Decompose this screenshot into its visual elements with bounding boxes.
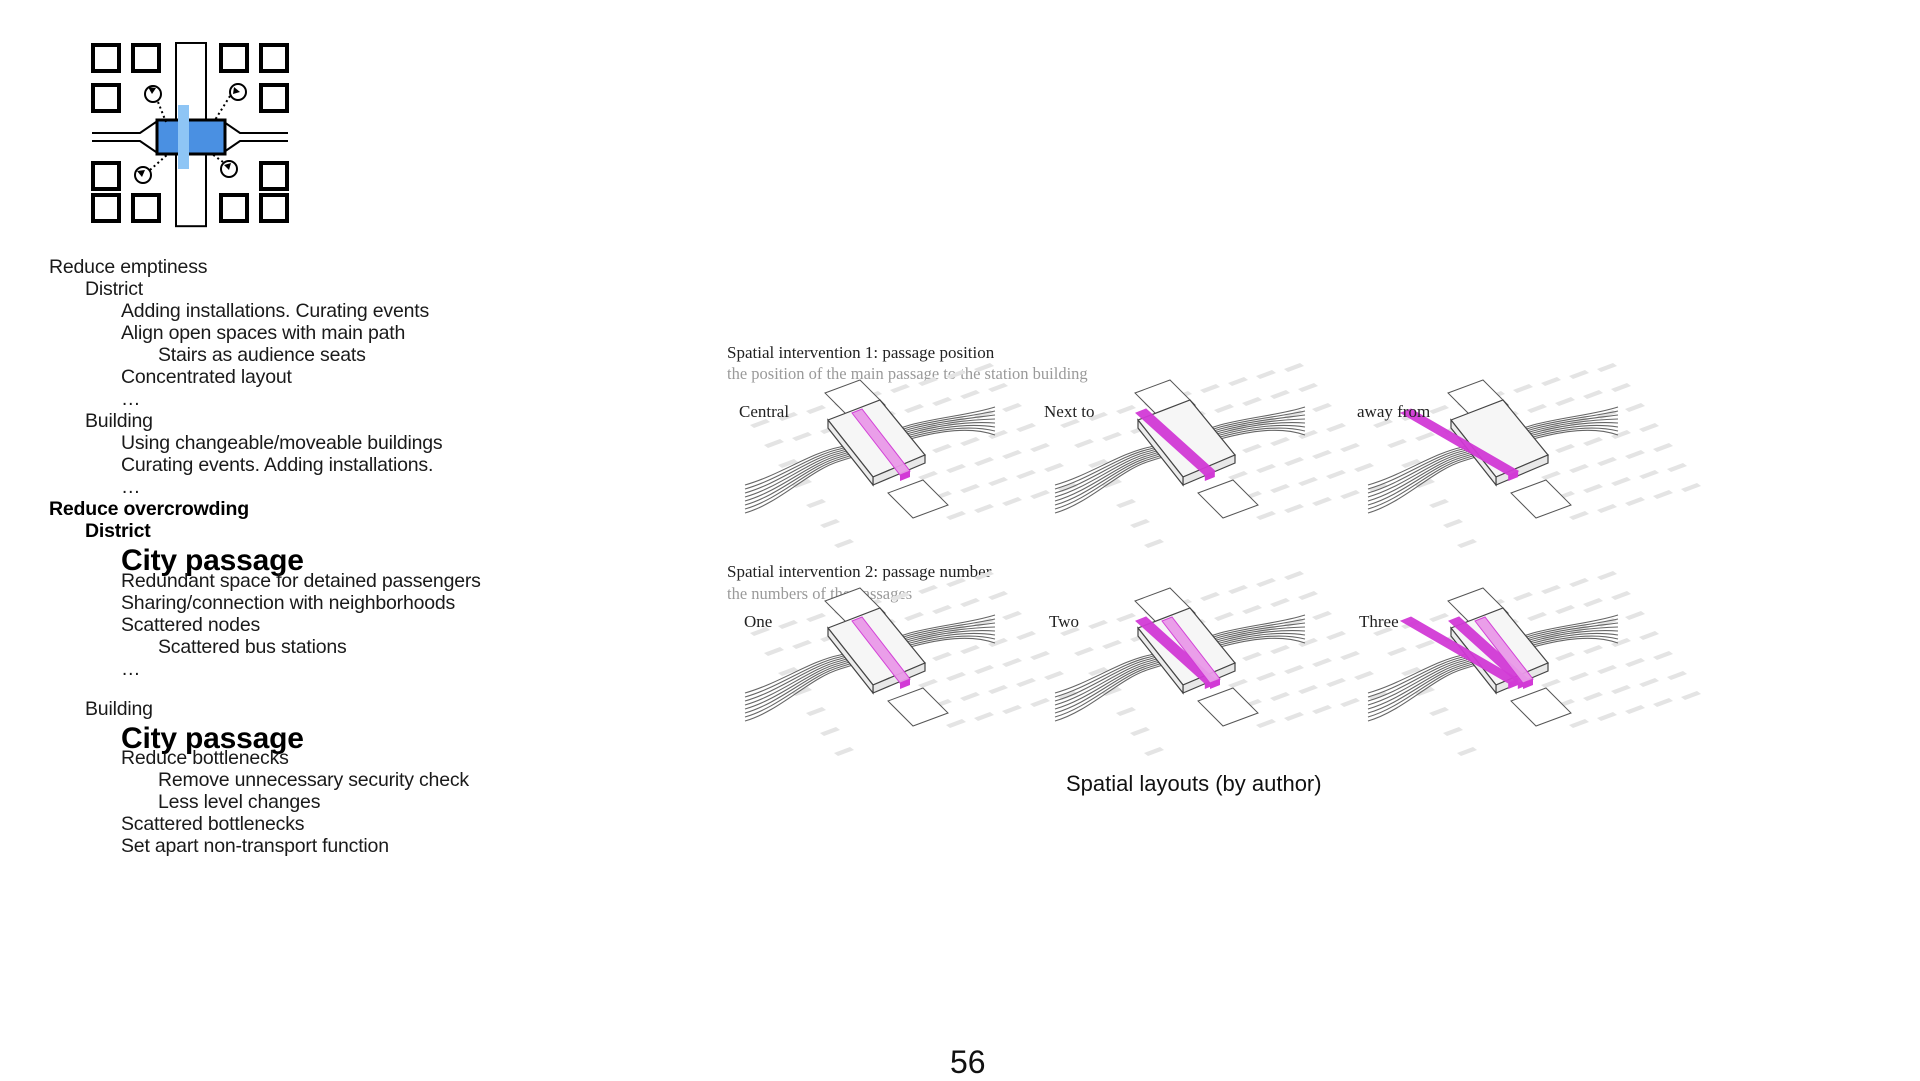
- row1-title: Spatial intervention 1: passage position: [727, 343, 995, 362]
- cell-label-central: Central: [739, 402, 790, 421]
- layout-illustration-next-to: [1054, 363, 1388, 548]
- layout-illustration-three: [1367, 571, 1701, 756]
- page-number: 56: [950, 1044, 986, 1080]
- outline-item: …: [121, 658, 141, 680]
- outline-item: Scattered bus stations: [158, 636, 347, 658]
- outline-item: Reduce emptiness: [49, 256, 208, 278]
- outline-subheading: District: [85, 520, 151, 542]
- outline-heading: Reduce overcrowding: [49, 498, 249, 520]
- outline-item: Sharing/connection with neighborhoods: [121, 592, 456, 614]
- layout-illustration-central: [744, 363, 1078, 548]
- outline-item: Concentrated layout: [121, 366, 292, 388]
- outline-item: Scattered nodes: [121, 614, 261, 636]
- outline-item: …: [121, 476, 141, 498]
- cell-label-one: One: [744, 612, 773, 631]
- outline-item: Redundant space for detained passengers: [121, 570, 481, 592]
- cell-label-three: Three: [1359, 612, 1399, 631]
- layout-illustration-one: [744, 571, 1078, 756]
- figure-caption: Spatial layouts (by author): [1066, 771, 1322, 796]
- outline-item: Building: [85, 698, 153, 720]
- outline-item: Adding installations. Curating events: [121, 300, 430, 322]
- outline-item: Stairs as audience seats: [158, 344, 366, 366]
- outline-highlight: City passage: [121, 722, 304, 755]
- layout-illustration-two: [1054, 571, 1388, 756]
- outline-item: Less level changes: [158, 791, 321, 813]
- outline-item: Align open spaces with main path: [121, 322, 406, 344]
- outline-item: Scattered bottlenecks: [121, 813, 305, 835]
- cell-label-away-from: away from: [1357, 402, 1431, 421]
- outline-item: Curating events. Adding installations.: [121, 454, 434, 476]
- cell-label-next-to: Next to: [1044, 402, 1095, 421]
- station-schematic-diagram: [91, 42, 289, 228]
- outline-highlight: City passage: [121, 544, 304, 577]
- row2-title: Spatial intervention 2: passage number: [727, 562, 992, 581]
- outline-item: Using changeable/moveable buildings: [121, 432, 443, 454]
- layout-illustration-away-from: [1367, 363, 1701, 548]
- outline-item: Building: [85, 410, 153, 432]
- outline-item: Remove unnecessary security check: [158, 769, 469, 791]
- outline-item: District: [85, 278, 143, 300]
- cell-label-two: Two: [1049, 612, 1079, 631]
- outline-item: Reduce bottlenecks: [121, 747, 289, 769]
- row1-subtitle: the position of the main passage to the …: [727, 364, 1088, 383]
- outline-item: Set apart non-transport function: [121, 835, 389, 857]
- outline-item: …: [121, 388, 141, 410]
